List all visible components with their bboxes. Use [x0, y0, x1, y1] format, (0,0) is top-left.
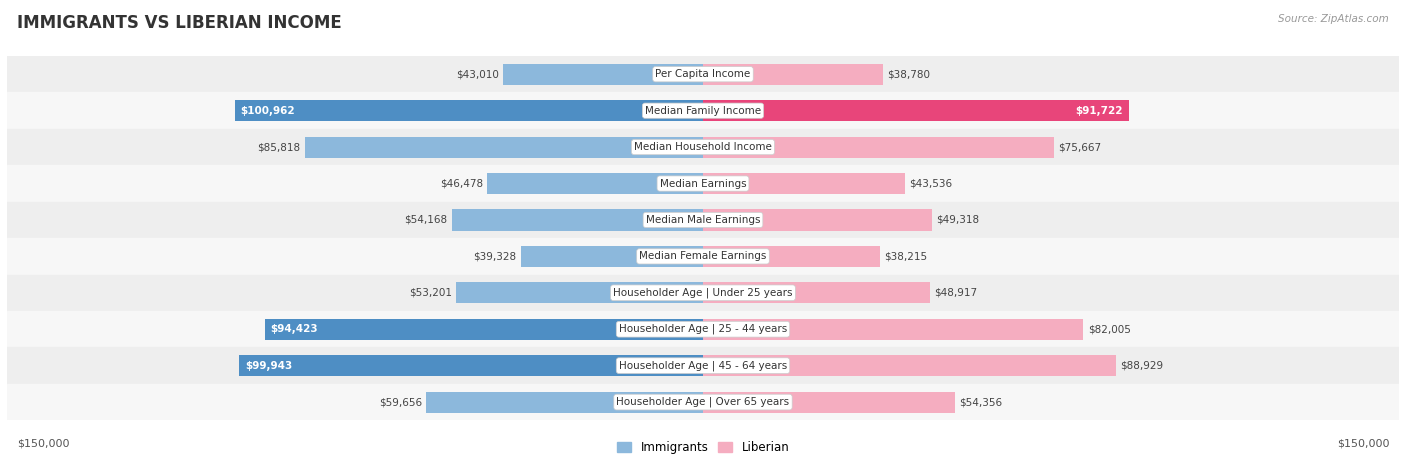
Bar — [235, 100, 703, 121]
Text: $150,000: $150,000 — [17, 439, 69, 448]
Bar — [703, 246, 880, 267]
Bar — [703, 100, 1129, 121]
Text: Householder Age | 45 - 64 years: Householder Age | 45 - 64 years — [619, 361, 787, 371]
Text: $100,962: $100,962 — [240, 106, 295, 116]
Text: $59,656: $59,656 — [378, 397, 422, 407]
Text: IMMIGRANTS VS LIBERIAN INCOME: IMMIGRANTS VS LIBERIAN INCOME — [17, 14, 342, 32]
Text: $43,010: $43,010 — [457, 69, 499, 79]
Text: $43,536: $43,536 — [910, 178, 952, 189]
Text: $82,005: $82,005 — [1088, 324, 1130, 334]
Bar — [520, 246, 703, 267]
Text: $53,201: $53,201 — [409, 288, 451, 298]
Text: Per Capita Income: Per Capita Income — [655, 69, 751, 79]
Text: Householder Age | Over 65 years: Householder Age | Over 65 years — [616, 397, 790, 407]
Text: $75,667: $75,667 — [1059, 142, 1101, 152]
Text: $85,818: $85,818 — [257, 142, 301, 152]
Bar — [703, 282, 929, 304]
Bar — [305, 136, 703, 158]
Text: $48,917: $48,917 — [934, 288, 977, 298]
Text: $54,168: $54,168 — [405, 215, 447, 225]
Bar — [7, 56, 1399, 92]
Bar — [703, 318, 1084, 340]
Bar — [7, 238, 1399, 275]
Text: $49,318: $49,318 — [936, 215, 979, 225]
Bar — [7, 347, 1399, 384]
Text: Source: ZipAtlas.com: Source: ZipAtlas.com — [1278, 14, 1389, 24]
Bar — [703, 173, 905, 194]
Bar — [703, 391, 955, 413]
Legend: Immigrants, Liberian: Immigrants, Liberian — [612, 436, 794, 459]
Text: $54,356: $54,356 — [959, 397, 1002, 407]
Bar — [239, 355, 703, 376]
Text: $88,929: $88,929 — [1119, 361, 1163, 371]
Bar — [488, 173, 703, 194]
Bar — [456, 282, 703, 304]
Text: $46,478: $46,478 — [440, 178, 484, 189]
Bar — [264, 318, 703, 340]
Bar — [703, 136, 1054, 158]
Bar — [7, 202, 1399, 238]
Bar — [451, 209, 703, 231]
Bar — [703, 355, 1115, 376]
Text: Householder Age | Under 25 years: Householder Age | Under 25 years — [613, 288, 793, 298]
Text: $39,328: $39,328 — [474, 251, 516, 262]
Text: Median Earnings: Median Earnings — [659, 178, 747, 189]
Text: $150,000: $150,000 — [1337, 439, 1389, 448]
Text: Median Female Earnings: Median Female Earnings — [640, 251, 766, 262]
Text: Median Household Income: Median Household Income — [634, 142, 772, 152]
Bar — [703, 209, 932, 231]
Bar — [426, 391, 703, 413]
Text: $38,215: $38,215 — [884, 251, 928, 262]
Text: Median Male Earnings: Median Male Earnings — [645, 215, 761, 225]
Bar — [7, 275, 1399, 311]
Text: $99,943: $99,943 — [245, 361, 292, 371]
Bar — [703, 64, 883, 85]
Bar — [7, 92, 1399, 129]
Bar — [7, 384, 1399, 420]
Text: $38,780: $38,780 — [887, 69, 931, 79]
Bar — [7, 129, 1399, 165]
Bar — [7, 311, 1399, 347]
Text: $91,722: $91,722 — [1076, 106, 1123, 116]
Text: Median Family Income: Median Family Income — [645, 106, 761, 116]
Bar — [503, 64, 703, 85]
Bar — [7, 165, 1399, 202]
Text: $94,423: $94,423 — [270, 324, 318, 334]
Text: Householder Age | 25 - 44 years: Householder Age | 25 - 44 years — [619, 324, 787, 334]
